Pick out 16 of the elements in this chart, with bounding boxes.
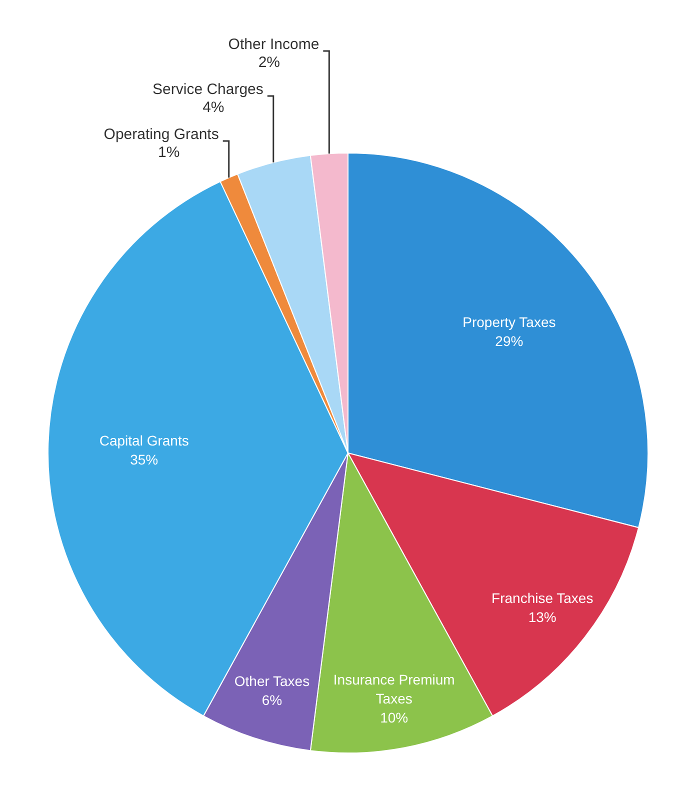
- data-label: 6%: [262, 692, 282, 708]
- slice-label: Property Taxes: [462, 314, 556, 330]
- slice-label: Insurance Premium Taxes: [333, 672, 455, 707]
- data-label: 10%: [380, 710, 408, 726]
- data-label: 35%: [130, 452, 158, 468]
- data-label: 29%: [495, 332, 524, 349]
- slice-label: Capital Grants: [99, 432, 189, 449]
- slice-label: Service Charges: [152, 81, 264, 98]
- slice-label: Other Income: [228, 36, 320, 53]
- data-label: 4%: [202, 99, 224, 116]
- data-label: 13%: [528, 608, 556, 625]
- data-label: 1%: [158, 144, 180, 161]
- slice-label: Other Taxes: [234, 672, 310, 689]
- slice-label: Operating Grants: [104, 126, 219, 143]
- slice-label: Franchise Taxes: [492, 590, 594, 606]
- data-label: 2%: [258, 54, 280, 71]
